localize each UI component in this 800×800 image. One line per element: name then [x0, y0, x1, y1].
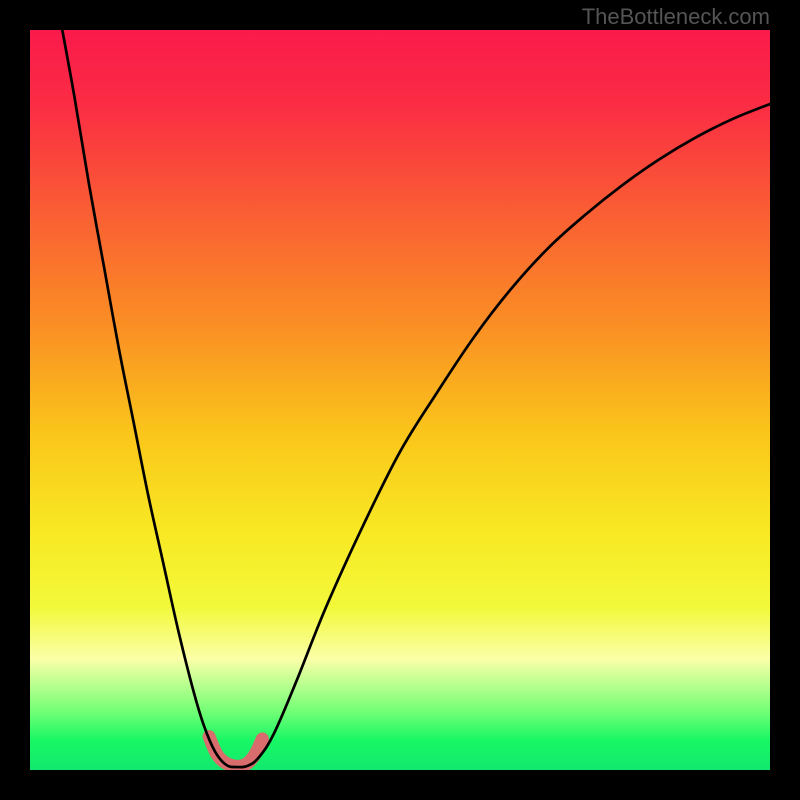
watermark-text: TheBottleneck.com — [582, 4, 770, 30]
bottleneck-curve — [60, 30, 770, 767]
outer-frame: TheBottleneck.com — [0, 0, 800, 800]
chart-svg — [30, 30, 770, 770]
plot-area — [30, 30, 770, 770]
